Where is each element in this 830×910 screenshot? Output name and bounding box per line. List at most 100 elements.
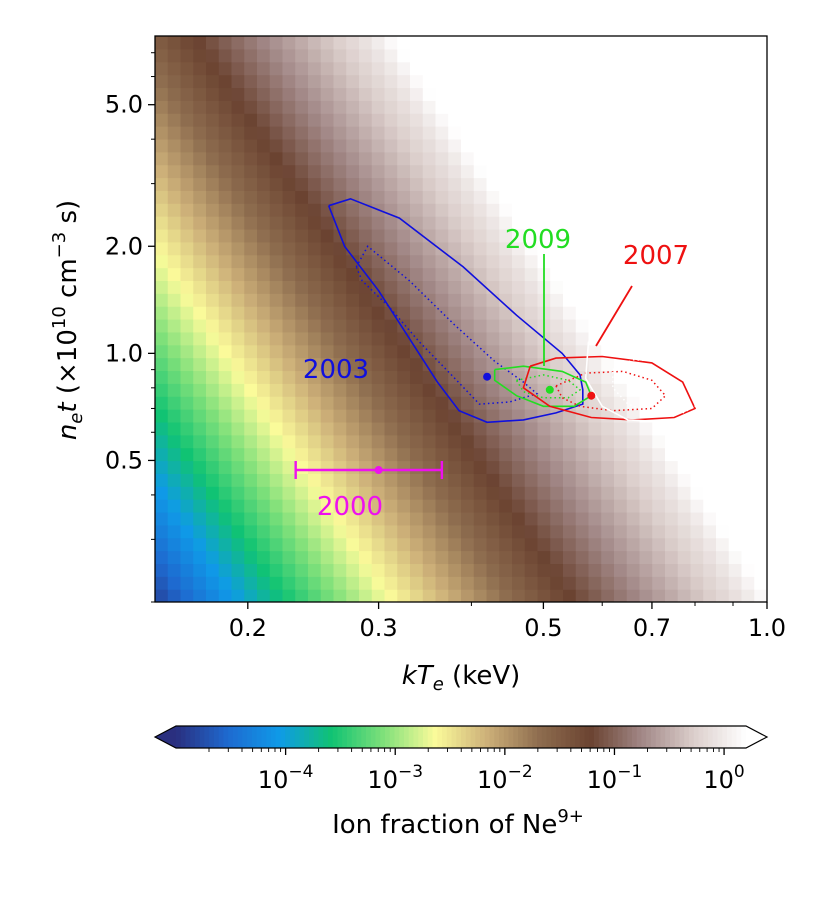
heatmap-cell — [371, 74, 386, 89]
heatmap-cell — [155, 460, 169, 474]
colorbar-cell — [185, 726, 191, 748]
heatmap-cell — [333, 87, 347, 101]
heatmap-cell — [690, 589, 704, 602]
heatmap-cell — [728, 344, 743, 359]
heatmap-cell — [346, 164, 360, 179]
heatmap-cell — [282, 421, 296, 436]
heatmap-cell — [346, 447, 360, 462]
heatmap-cell — [422, 216, 437, 230]
heatmap-cell — [410, 486, 424, 500]
heatmap-cell — [231, 306, 245, 320]
heatmap-cell — [754, 138, 767, 153]
heatmap-cell — [652, 447, 666, 462]
heatmap-cell — [308, 370, 322, 384]
heatmap-cell — [231, 344, 245, 359]
heatmap-cell — [716, 216, 730, 230]
heatmap-cell — [512, 177, 526, 191]
heatmap-cell — [588, 447, 602, 462]
heatmap-cell — [422, 511, 437, 526]
heatmap-cell — [690, 293, 704, 307]
heatmap-cell — [333, 126, 347, 140]
heatmap-cell — [346, 177, 360, 191]
heatmap-cell — [371, 550, 386, 565]
heatmap-cell — [486, 126, 500, 140]
heatmap-cell — [512, 48, 526, 63]
heatmap-cell — [473, 280, 488, 294]
heatmap-cell — [435, 344, 449, 359]
heatmap-cell — [754, 293, 767, 307]
heatmap-cell — [575, 267, 590, 282]
heatmap-cell — [193, 421, 207, 436]
heatmap-cell — [206, 409, 220, 423]
heatmap-cell — [601, 48, 615, 63]
heatmap-cell — [563, 434, 577, 449]
heatmap-cell — [346, 216, 360, 230]
heatmap-cell — [677, 190, 692, 204]
heatmap-cell — [665, 228, 679, 243]
heatmap-cell — [741, 164, 755, 179]
heatmap-cell — [206, 370, 220, 384]
heatmap-cell — [754, 319, 767, 333]
heatmap-cell — [244, 306, 258, 320]
heatmap-cell — [206, 87, 220, 101]
heatmap-cell — [550, 319, 564, 333]
colorbar-cell — [242, 726, 248, 748]
heatmap-cell — [257, 151, 271, 166]
colorbar-cell — [727, 726, 733, 748]
heatmap-cell — [244, 293, 258, 307]
heatmap-cell — [728, 550, 743, 565]
heatmap-cell — [155, 164, 169, 179]
colorbar-cell — [513, 726, 519, 748]
heatmap-cell — [614, 190, 628, 204]
heatmap-cell — [410, 409, 424, 423]
heatmap-cell — [626, 203, 641, 217]
heatmap-cell — [690, 344, 704, 359]
heatmap-cell — [359, 241, 373, 256]
heatmap-cell — [359, 228, 373, 243]
heatmap-cell — [359, 36, 373, 50]
heatmap-cell — [410, 138, 424, 153]
heatmap-cell — [499, 576, 513, 590]
heatmap-cell — [167, 164, 182, 179]
heatmap-cell — [320, 228, 335, 243]
heatmap-cell — [626, 228, 641, 243]
heatmap-cell — [550, 524, 564, 539]
heatmap-cell — [754, 87, 767, 101]
heatmap-cell — [359, 254, 373, 269]
heatmap-cell — [652, 164, 666, 179]
heatmap-cell — [422, 357, 437, 372]
heatmap-cell — [244, 36, 258, 50]
heatmap-cell — [167, 563, 182, 577]
heatmap-cell — [320, 241, 335, 256]
heatmap-cell — [422, 460, 437, 474]
heatmap-cell — [614, 164, 628, 179]
heatmap-cell — [320, 460, 335, 474]
heatmap-cell — [295, 434, 309, 449]
heatmap-cell — [397, 151, 411, 166]
colorbar-cell — [646, 726, 652, 748]
heatmap-cell — [728, 511, 743, 526]
heatmap-cell — [703, 113, 717, 127]
heatmap-cell — [282, 550, 296, 565]
heatmap-cell — [371, 563, 386, 577]
heatmap-cell — [282, 151, 296, 166]
heatmap-cell — [167, 151, 182, 166]
heatmap-cell — [754, 151, 767, 166]
heatmap-cell — [524, 151, 539, 166]
heatmap-cell — [257, 524, 271, 539]
heatmap-cell — [269, 563, 284, 577]
heatmap-cell — [537, 511, 551, 526]
heatmap-cell — [206, 357, 220, 372]
heatmap-cell — [257, 164, 271, 179]
heatmap-cell — [486, 344, 500, 359]
heatmap-cell — [461, 370, 475, 384]
heatmap-cell — [308, 164, 322, 179]
heatmap-cell — [244, 357, 258, 372]
heatmap-cell — [282, 563, 296, 577]
contour-outer-2007 — [522, 355, 697, 421]
heatmap-cell — [231, 421, 245, 436]
colorbar-frame — [153, 725, 769, 749]
heatmap-cell — [486, 61, 500, 76]
heatmap-cell — [422, 151, 437, 166]
heatmap-cell — [218, 113, 233, 127]
